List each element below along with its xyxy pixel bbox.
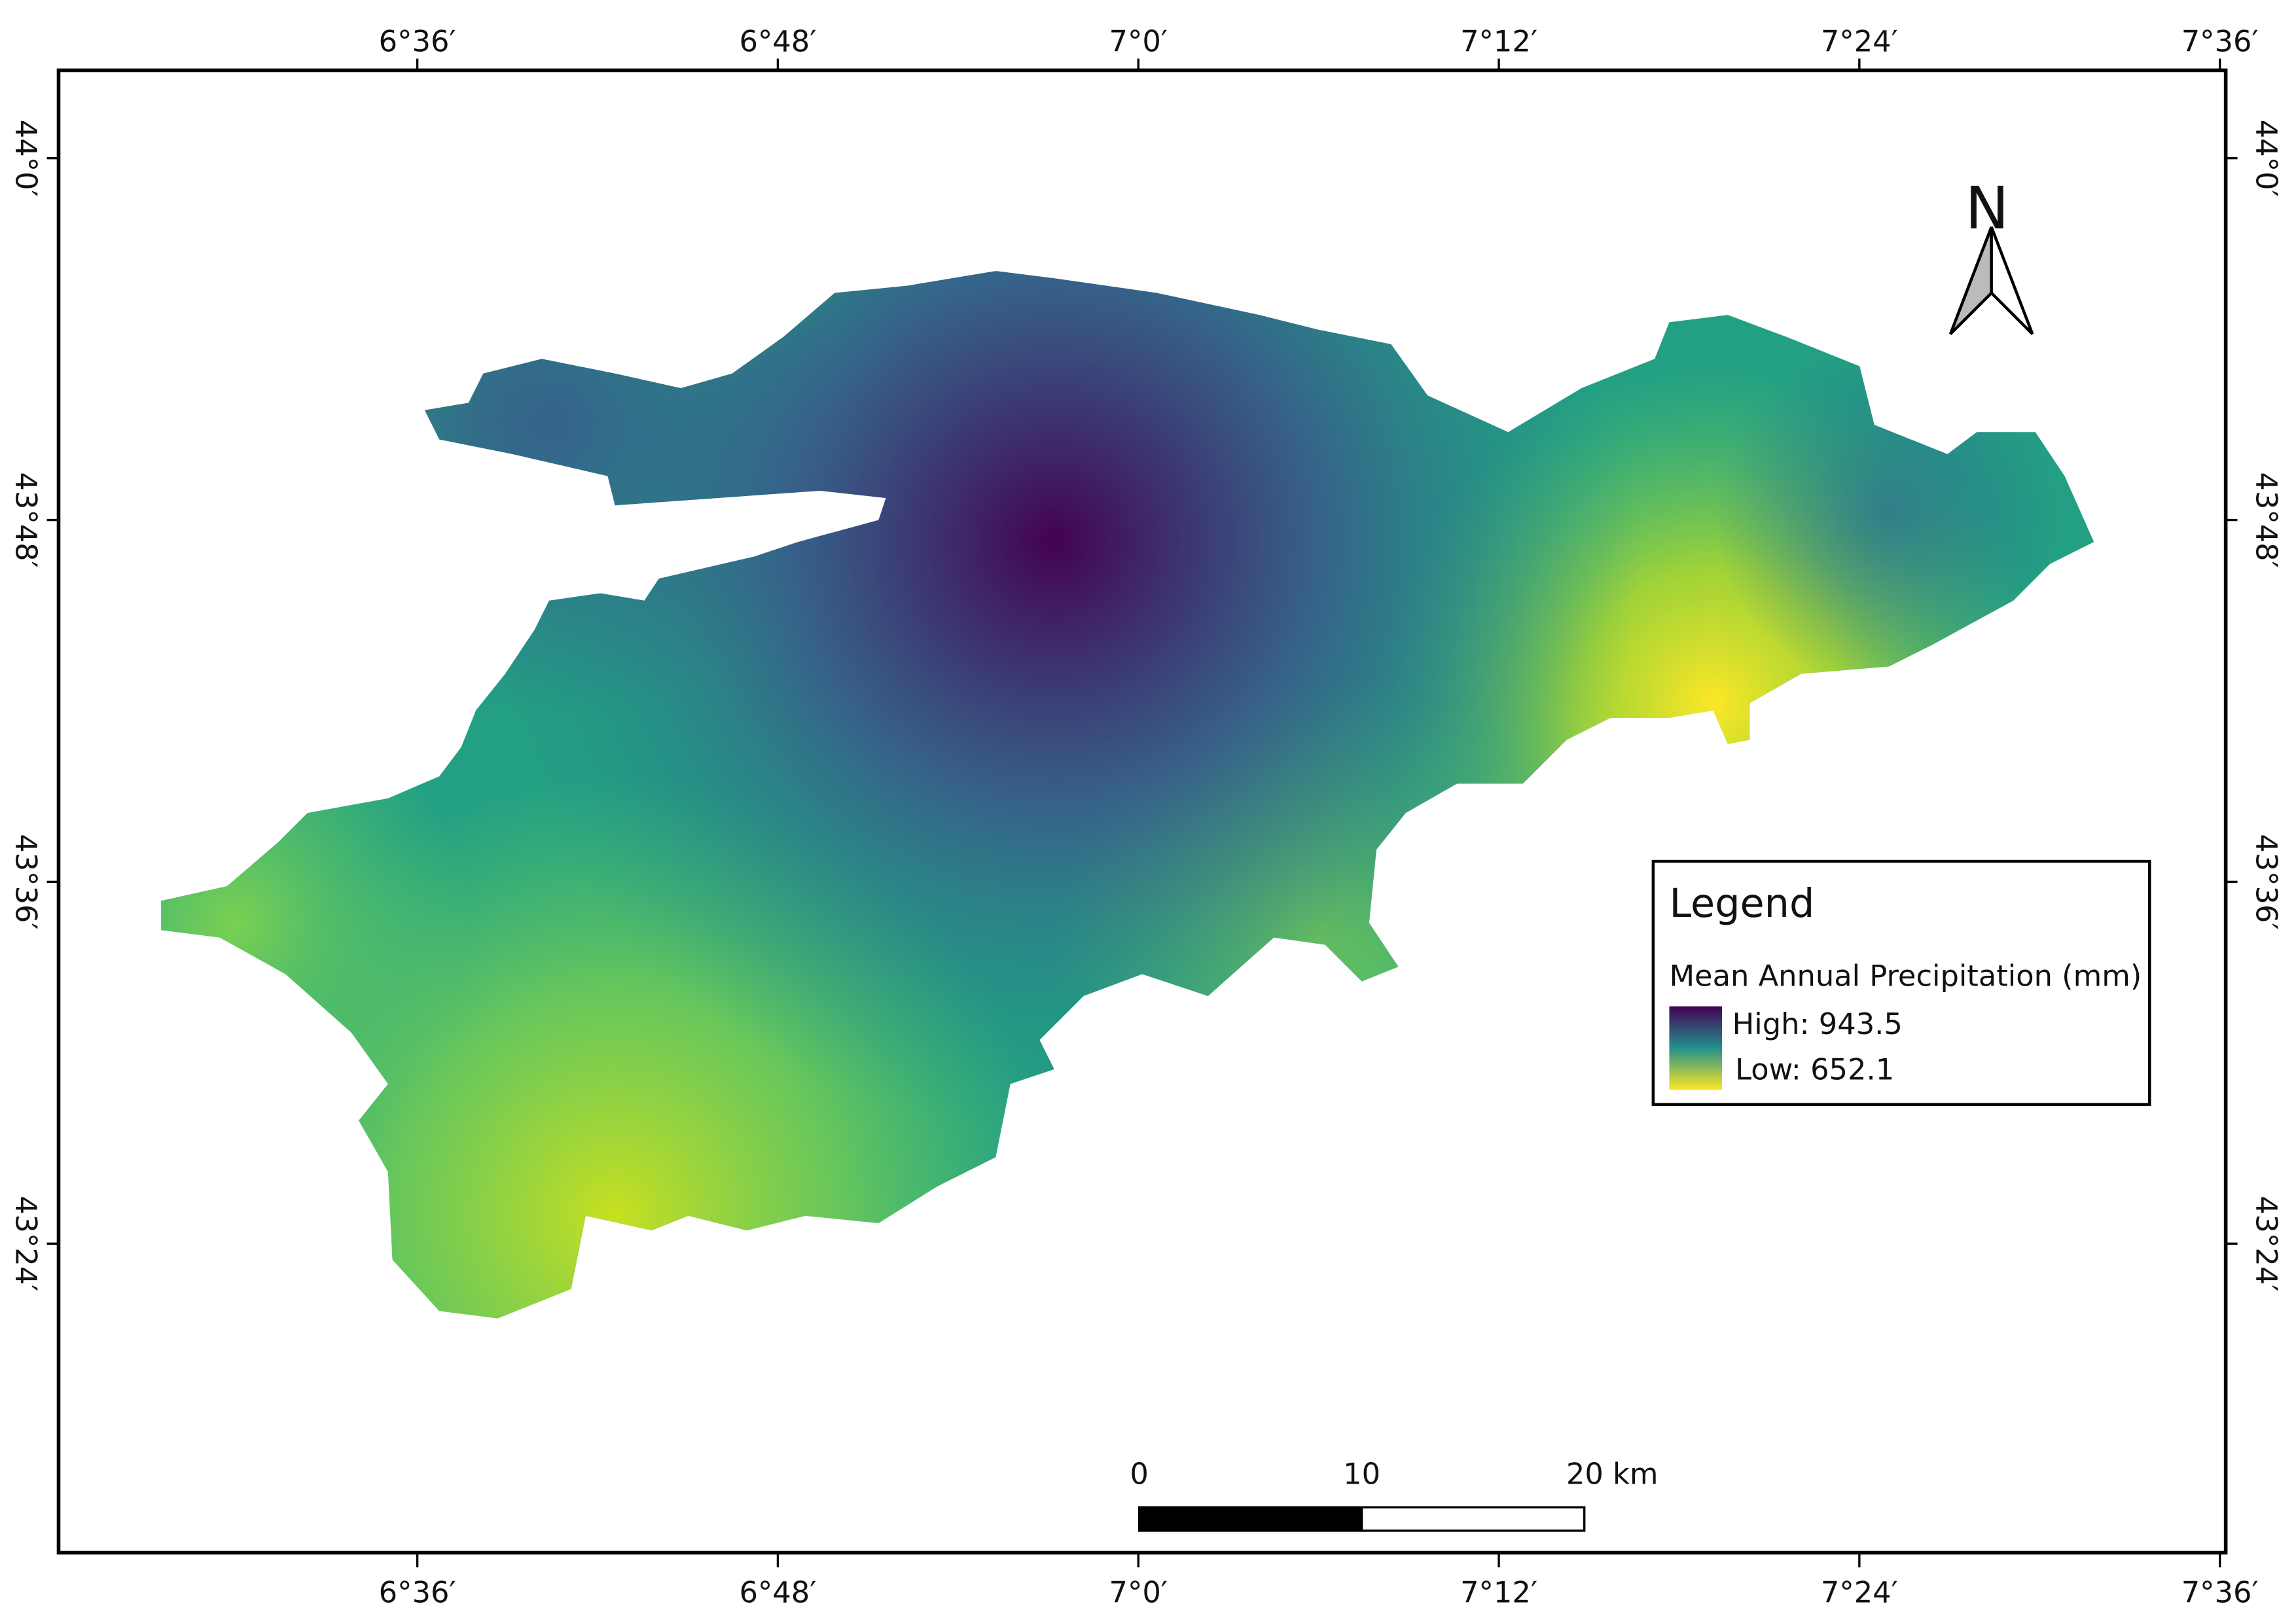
lon-label: 7°12′ xyxy=(1460,1575,1537,1610)
lon-label: 7°0′ xyxy=(1109,24,1168,58)
graticule: 6°36′ 6°36′ 6°48′ 6°48′ 7°0′ 7°0′ 7°12′ 7°12′ 7°… xyxy=(9,24,2284,1609)
north-label: N xyxy=(1965,175,2009,243)
scale-segment xyxy=(1138,1506,1363,1532)
lon-label: 6°48′ xyxy=(739,1575,816,1610)
lat-label: 43°48′ xyxy=(9,472,44,567)
scale-segment xyxy=(1360,1506,1586,1532)
lat-label: 44°0′ xyxy=(2250,120,2284,197)
legend-title: Legend xyxy=(1669,881,1814,927)
lat-label: 43°36′ xyxy=(9,834,44,929)
scale-label: 0 xyxy=(1130,1456,1148,1491)
arrow-right xyxy=(1990,226,2034,335)
legend-subtitle: Mean Annual Precipitation (mm) xyxy=(1669,958,2142,993)
lon-label: 7°24′ xyxy=(1821,1575,1898,1610)
legend-low: Low: 652.1 xyxy=(1735,1052,1894,1087)
scale-label: 20 km xyxy=(1566,1456,1659,1491)
lon-label: 6°36′ xyxy=(379,1575,456,1610)
map-frame xyxy=(56,68,2228,1555)
lon-label: 6°36′ xyxy=(379,24,456,58)
lon-label: 6°48′ xyxy=(739,24,816,58)
lat-label: 44°0′ xyxy=(9,120,44,197)
legend-high: High: 943.5 xyxy=(1732,1007,1903,1041)
lat-label: 43°36′ xyxy=(2250,834,2284,929)
legend: Legend Mean Annual Precipitation (mm) Hi… xyxy=(1651,859,2151,1106)
lat-label: 43°24′ xyxy=(9,1196,44,1291)
scale-bar: 0 10 20 km xyxy=(1130,1456,1659,1532)
lon-label: 7°36′ xyxy=(2181,1575,2259,1610)
legend-box xyxy=(1651,859,2151,1106)
scale-label: 10 xyxy=(1343,1456,1380,1491)
arrow-left xyxy=(1948,226,1993,335)
lon-label: 7°12′ xyxy=(1460,24,1537,58)
lat-label: 43°24′ xyxy=(2250,1196,2284,1291)
lon-label: 7°36′ xyxy=(2181,24,2259,58)
lon-label: 7°24′ xyxy=(1821,24,1898,58)
legend-ramp xyxy=(1669,1006,1722,1090)
lat-label: 43°48′ xyxy=(2250,472,2284,567)
lon-label: 7°0′ xyxy=(1109,1575,1168,1610)
north-arrow: N xyxy=(1948,175,2034,335)
